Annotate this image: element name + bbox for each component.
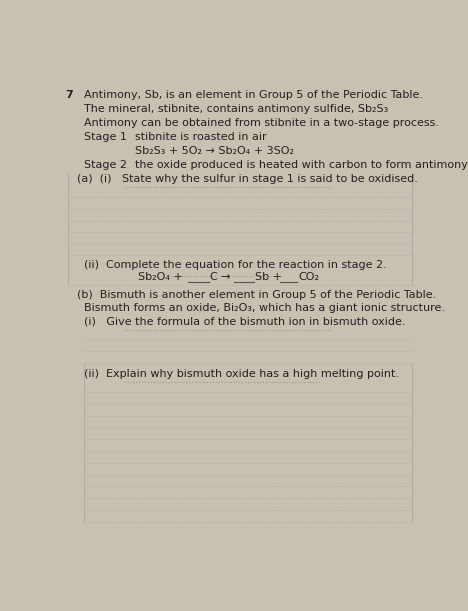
Text: Sb₂O₄ +: Sb₂O₄ + [139, 272, 183, 282]
Text: (ii)  Complete the equation for the reaction in stage 2.: (ii) Complete the equation for the react… [84, 260, 387, 269]
Text: (i)   Give the formula of the bismuth ion in bismuth oxide.: (i) Give the formula of the bismuth ion … [84, 316, 405, 326]
Text: The mineral, stibnite, contains antimony sulfide, Sb₂S₃: The mineral, stibnite, contains antimony… [84, 104, 388, 114]
Text: C →: C → [210, 272, 231, 282]
Text: (b)  Bismuth is another element in Group 5 of the Periodic Table.: (b) Bismuth is another element in Group … [77, 290, 436, 300]
Text: 7: 7 [65, 90, 73, 100]
Text: Antimony can be obtained from stibnite in a two-stage process.: Antimony can be obtained from stibnite i… [84, 118, 439, 128]
Text: (ii)  Explain why bismuth oxide has a high melting point.: (ii) Explain why bismuth oxide has a hig… [84, 369, 399, 379]
Text: Bismuth forms an oxide, Bi₂O₃, which has a giant ionic structure.: Bismuth forms an oxide, Bi₂O₃, which has… [84, 303, 445, 313]
Text: Antimony, Sb, is an element in Group 5 of the Periodic Table.: Antimony, Sb, is an element in Group 5 o… [84, 90, 423, 100]
Text: CO₂: CO₂ [298, 272, 319, 282]
Text: Sb +: Sb + [255, 272, 282, 282]
Text: the oxide produced is heated with carbon to form antimony and carbon: the oxide produced is heated with carbon… [135, 160, 468, 170]
Text: Stage 1: Stage 1 [84, 132, 127, 142]
Text: Stage 2: Stage 2 [84, 160, 127, 170]
Text: Sb₂S₃ + 5O₂ → Sb₂O₄ + 3SO₂: Sb₂S₃ + 5O₂ → Sb₂O₄ + 3SO₂ [135, 146, 293, 156]
Text: stibnite is roasted in air: stibnite is roasted in air [135, 132, 266, 142]
Text: (a)  (i)   State why the sulfur in stage 1 is said to be oxidised.: (a) (i) State why the sulfur in stage 1 … [77, 174, 417, 183]
